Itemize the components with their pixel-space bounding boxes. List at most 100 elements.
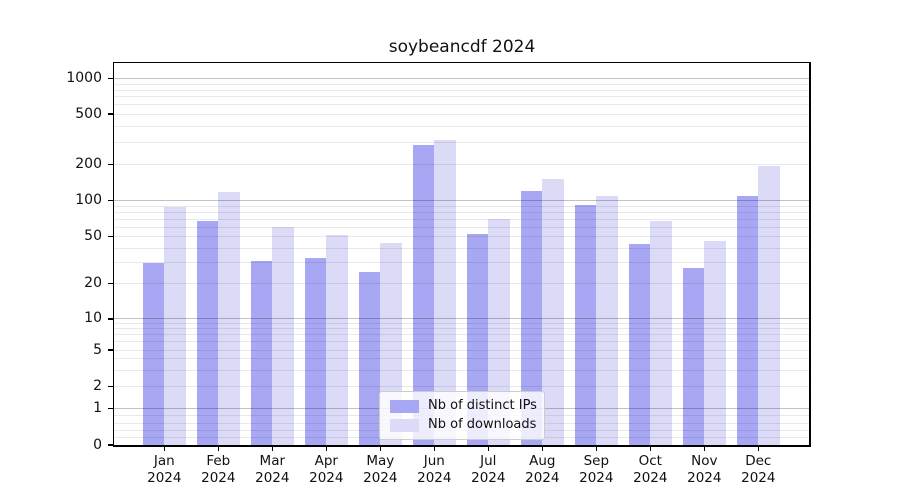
gridline-major [114,318,810,320]
x-tick-mark [649,446,651,451]
y-tick-label: 10 [84,310,102,327]
gridline-minor [114,262,810,264]
y-tick-mark [108,236,114,238]
gridline-minor [114,205,810,207]
gridline-minor [114,236,810,238]
y-tick-mark [108,349,114,351]
x-tick-mark [433,446,435,451]
gridline-minor [114,328,810,330]
gridline-major [114,78,810,80]
y-tick-mark [108,318,114,320]
bar-downloads-jun [434,140,456,445]
gridline-minor [114,341,810,343]
legend-swatch-distinct-ips [390,399,419,413]
x-tick-label-dec: Dec 2024 [741,453,776,486]
y-tick-mark [108,113,114,115]
legend-item-downloads: Nb of downloads [390,417,537,433]
gridline-minor [114,83,810,85]
x-tick-mark [703,446,705,451]
bar-distinct-ips-oct [628,244,651,445]
gridline-minor [114,141,810,143]
gridline-minor [114,247,810,249]
x-tick-label-apr: Apr 2024 [309,453,344,486]
gridline-minor [114,226,810,228]
x-tick-label-jan: Jan 2024 [147,453,182,486]
gridline-minor [114,163,810,165]
gridline-minor [114,113,810,115]
y-tick-mark [108,283,114,285]
x-tick-mark [163,446,165,451]
y-tick-label: 500 [75,105,102,122]
bar-downloads-jan [164,207,186,445]
bar-downloads-aug [542,179,564,445]
x-tick-label-aug: Aug 2024 [525,453,560,486]
gridline-minor [114,104,810,106]
spine-left [112,61,114,447]
x-tick-mark [595,446,597,451]
bar-distinct-ips-nov [682,268,705,445]
y-tick-label: 50 [84,228,102,245]
x-tick-mark [757,446,759,451]
gridline-minor [114,283,810,285]
plot-area [114,63,810,445]
gridline-minor [114,89,810,91]
gridline-minor [114,218,810,220]
y-tick-mark [108,78,114,80]
bar-distinct-ips-jun [412,144,435,445]
gridline-minor [114,211,810,213]
gridline-minor [114,386,810,388]
x-tick-label-nov: Nov 2024 [687,453,722,486]
x-tick-mark [541,446,543,451]
y-tick-label: 5 [93,341,102,358]
legend-swatch-downloads [390,418,419,432]
y-tick-label: 100 [75,192,102,209]
x-tick-label-mar: Mar 2024 [255,453,290,486]
bar-distinct-ips-feb [196,221,219,445]
gridline-minor [114,358,810,360]
bar-downloads-sep [596,195,618,445]
legend: Nb of distinct IPs Nb of downloads [379,391,545,440]
bar-downloads-mar [272,227,294,445]
y-tick-label: 0 [93,436,102,453]
y-tick-mark [108,200,114,202]
bar-downloads-feb [218,192,240,445]
gridline-minor [114,349,810,351]
bar-distinct-ips-jan [142,262,165,445]
chart-title: soybeancdf 2024 [388,37,536,57]
y-tick-mark [108,386,114,388]
y-tick-label: 1 [93,400,102,416]
bar-downloads-oct [650,220,672,445]
bar-distinct-ips-sep [574,205,597,445]
gridline-minor [114,96,810,98]
y-tick-label: 200 [75,155,102,172]
bar-distinct-ips-mar [250,261,273,445]
x-tick-label-feb: Feb 2024 [201,453,236,486]
spine-bottom [112,445,811,447]
spine-top [112,61,811,63]
y-tick-mark [108,407,114,410]
bar-distinct-ips-dec [736,195,759,445]
gridline-minor [114,323,810,325]
legend-label-distinct-ips: Nb of distinct IPs [428,398,537,413]
gridline-minor [114,369,810,371]
x-tick-mark [217,446,219,451]
x-tick-label-sep: Sep 2024 [579,453,614,486]
y-tick-mark [108,444,114,446]
y-tick-label: 1000 [66,70,102,87]
y-tick-label: 2 [93,378,102,395]
gridline-major [114,200,810,202]
legend-item-distinct-ips: Nb of distinct IPs [390,398,537,414]
bar-downloads-nov [704,240,726,445]
x-tick-mark [325,446,327,451]
gridline-minor [114,125,810,127]
x-tick-label-oct: Oct 2024 [633,453,668,486]
legend-label-downloads: Nb of downloads [428,417,537,432]
bar-downloads-dec [758,165,780,445]
x-tick-mark [379,446,381,451]
x-tick-mark [487,446,489,451]
bar-distinct-ips-aug [520,191,543,445]
x-tick-label-jun: Jun 2024 [417,453,452,486]
gridline-minor [114,334,810,336]
y-tick-label: 20 [84,275,102,292]
x-tick-mark [271,446,273,451]
